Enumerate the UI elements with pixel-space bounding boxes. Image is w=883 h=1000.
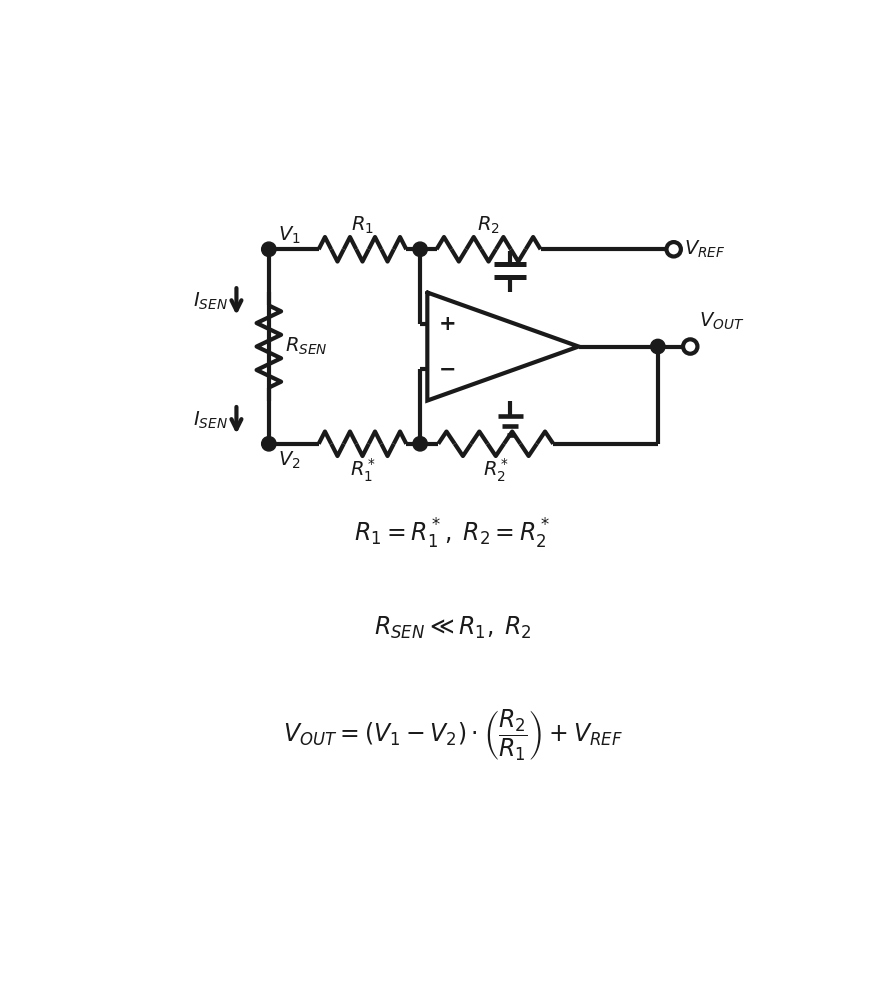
- Text: $R_2$: $R_2$: [477, 215, 500, 236]
- Text: $R_1 = R_1^*,\; R_2 = R_2^*$: $R_1 = R_1^*,\; R_2 = R_2^*$: [354, 517, 551, 551]
- Text: −: −: [439, 359, 457, 379]
- Text: $V_{OUT}$: $V_{OUT}$: [699, 311, 744, 332]
- Circle shape: [261, 437, 276, 451]
- Circle shape: [667, 242, 681, 256]
- Text: $V_{OUT} = (V_1 - V_2) \cdot \left(\dfrac{R_2}{R_1}\right) + V_{REF}$: $V_{OUT} = (V_1 - V_2) \cdot \left(\dfra…: [283, 708, 623, 763]
- Circle shape: [261, 242, 276, 256]
- Text: $V_2$: $V_2$: [278, 450, 301, 471]
- Circle shape: [683, 339, 698, 354]
- Text: $R_1^*$: $R_1^*$: [350, 457, 375, 484]
- Text: $I_{SEN}$: $I_{SEN}$: [192, 410, 228, 431]
- Circle shape: [413, 437, 427, 451]
- Text: $R_2^*$: $R_2^*$: [483, 457, 509, 484]
- Text: +: +: [439, 314, 457, 334]
- Circle shape: [413, 242, 427, 256]
- Text: $V_1$: $V_1$: [278, 224, 301, 246]
- Text: $I_{SEN}$: $I_{SEN}$: [192, 291, 228, 312]
- Text: $R_1$: $R_1$: [351, 215, 374, 236]
- Text: $R_{SEN}$: $R_{SEN}$: [284, 336, 328, 357]
- Text: $R_{SEN} \ll R_1,\; R_2$: $R_{SEN} \ll R_1,\; R_2$: [374, 614, 532, 641]
- Circle shape: [651, 339, 665, 354]
- Text: $V_{REF}$: $V_{REF}$: [684, 239, 726, 260]
